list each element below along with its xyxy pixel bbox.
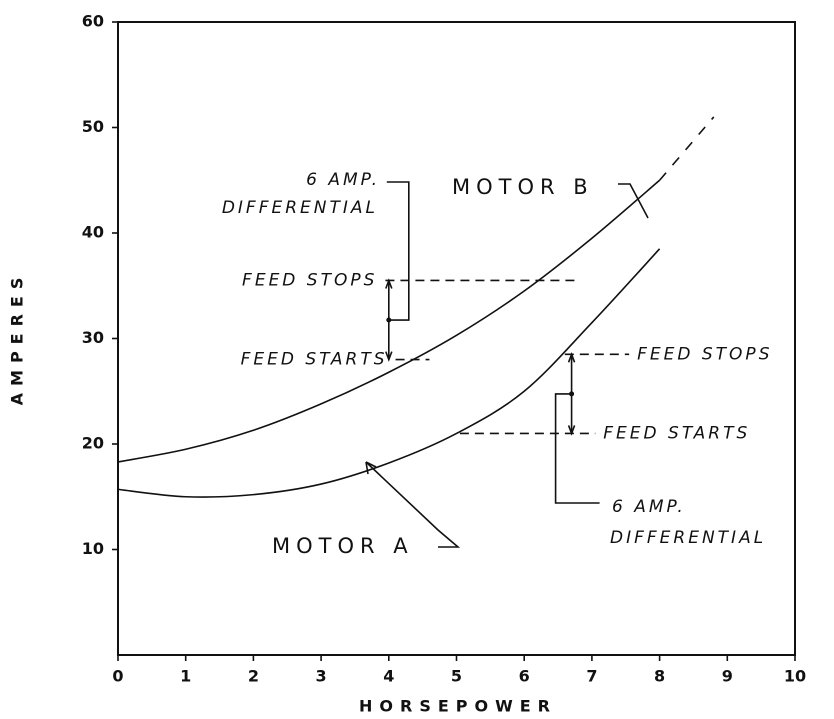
line: [117, 179, 661, 463]
y-tick-label: 30: [82, 328, 104, 347]
y-tick-label: 50: [82, 117, 104, 136]
x-tick-label: 7: [586, 667, 597, 686]
leader: [365, 461, 461, 548]
x-tick-label: 4: [383, 667, 394, 686]
y-axis-title: AMPERES: [8, 271, 27, 406]
feed-label: FEED STOPS: [242, 270, 377, 290]
arrow-head: [365, 461, 377, 475]
x-axis-title: HORSEPOWER: [359, 697, 557, 716]
x-tick-label: 8: [654, 667, 665, 686]
x-tick-label: 3: [316, 667, 327, 686]
curve-label: MOTOR A: [272, 534, 414, 558]
y-tick-label: 60: [82, 12, 104, 31]
differential-label: DIFFERENTIAL: [610, 528, 766, 548]
arrow-head: [567, 352, 576, 436]
x-tick-label: 0: [112, 667, 123, 686]
feed-label: FEED STARTS: [241, 350, 388, 370]
y-tick-label: 40: [82, 223, 104, 242]
bracket: [554, 393, 600, 504]
bracket: [386, 181, 410, 321]
line: [117, 248, 661, 498]
x-tick-label: 2: [248, 667, 259, 686]
arrow-head: [385, 278, 393, 362]
differential-label: 6 AMP.: [612, 497, 686, 517]
differential-label: DIFFERENTIAL: [222, 198, 378, 218]
leader: [618, 183, 649, 219]
x-tick-label: 1: [180, 667, 191, 686]
feed-label: FEED STOPS: [637, 344, 772, 364]
x-tick-label: 6: [519, 667, 530, 686]
x-tick-label: 5: [451, 667, 462, 686]
feed-label: FEED STARTS: [603, 423, 750, 443]
line-extension: [658, 116, 715, 181]
x-tick-label: 9: [722, 667, 733, 686]
plot-frame: [117, 21, 796, 656]
y-tick-label: 10: [82, 539, 104, 558]
curve-label: MOTOR B: [452, 175, 594, 199]
x-tick-label: 10: [784, 667, 806, 686]
y-tick-label: 20: [82, 434, 104, 453]
differential-label: 6 AMP.: [306, 170, 380, 190]
